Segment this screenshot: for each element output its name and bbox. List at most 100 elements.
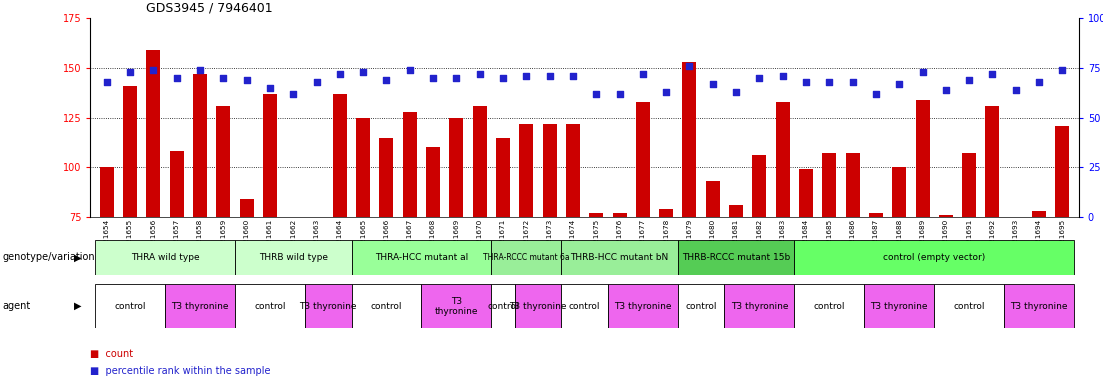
Bar <box>473 106 486 217</box>
Point <box>1007 87 1025 93</box>
Bar <box>939 215 953 217</box>
Bar <box>287 217 300 219</box>
Text: THRB-RCCC mutant 15b: THRB-RCCC mutant 15b <box>682 253 790 262</box>
Bar <box>608 284 678 328</box>
Point <box>1030 79 1048 85</box>
Text: T3 thyronine: T3 thyronine <box>870 302 928 311</box>
Text: THRA-RCCC mutant 6a: THRA-RCCC mutant 6a <box>483 253 569 262</box>
Text: GDS3945 / 7946401: GDS3945 / 7946401 <box>146 2 272 15</box>
Text: control: control <box>685 302 717 311</box>
Point <box>681 63 698 69</box>
Text: ▶: ▶ <box>74 252 82 262</box>
Point <box>261 85 279 91</box>
Point <box>448 75 465 81</box>
Point <box>938 87 955 93</box>
Text: ■  percentile rank within the sample: ■ percentile rank within the sample <box>90 366 271 376</box>
Point <box>471 71 489 77</box>
Point <box>1053 67 1071 73</box>
Point <box>961 77 978 83</box>
Bar <box>403 112 417 217</box>
Bar <box>775 102 790 217</box>
Point <box>704 81 721 87</box>
Bar <box>794 284 865 328</box>
Text: T3 thyronine: T3 thyronine <box>730 302 789 311</box>
Text: control: control <box>115 302 146 311</box>
Point <box>890 81 908 87</box>
Bar <box>449 118 463 217</box>
Point <box>797 79 815 85</box>
Text: T3 thyronine: T3 thyronine <box>1010 302 1068 311</box>
Point <box>494 75 512 81</box>
Point <box>98 79 116 85</box>
Point <box>844 79 861 85</box>
Text: control: control <box>953 302 985 311</box>
Bar <box>706 181 720 217</box>
Text: control: control <box>254 302 286 311</box>
Point <box>214 75 232 81</box>
Bar <box>915 100 930 217</box>
Bar <box>823 154 836 217</box>
Point <box>354 69 372 75</box>
Bar <box>520 124 534 217</box>
Text: agent: agent <box>2 301 31 311</box>
Bar <box>352 240 491 275</box>
Bar <box>95 284 165 328</box>
Bar <box>635 102 650 217</box>
Bar <box>865 284 934 328</box>
Point <box>285 91 302 97</box>
Bar <box>892 167 907 217</box>
Text: control (empty vector): control (empty vector) <box>884 253 985 262</box>
Bar <box>95 240 235 275</box>
Text: control: control <box>371 302 403 311</box>
Point <box>308 79 325 85</box>
Bar <box>543 124 557 217</box>
Bar <box>421 284 491 328</box>
Bar <box>729 205 743 217</box>
Bar <box>352 284 421 328</box>
Bar <box>962 154 976 217</box>
Bar <box>1056 126 1070 217</box>
Point <box>657 89 675 95</box>
Bar <box>846 154 859 217</box>
Text: THRB wild type: THRB wild type <box>259 253 328 262</box>
Text: T3
thyronine: T3 thyronine <box>435 296 478 316</box>
Point <box>774 73 792 79</box>
Bar <box>235 240 352 275</box>
Bar <box>170 151 184 217</box>
Bar <box>794 240 1074 275</box>
Point <box>867 91 885 97</box>
Bar <box>99 167 114 217</box>
Point <box>913 69 931 75</box>
Point <box>121 69 139 75</box>
Bar <box>678 284 725 328</box>
Point <box>238 77 256 83</box>
Bar <box>304 284 352 328</box>
Point <box>144 67 162 73</box>
Bar <box>193 74 207 217</box>
Point <box>984 71 1002 77</box>
Point <box>425 75 442 81</box>
Bar <box>165 284 235 328</box>
Bar <box>799 169 813 217</box>
Text: T3 thyronine: T3 thyronine <box>510 302 567 311</box>
Bar <box>379 137 394 217</box>
Point <box>517 73 535 79</box>
Bar <box>725 284 794 328</box>
Text: THRB-HCC mutant bN: THRB-HCC mutant bN <box>570 253 668 262</box>
Bar <box>1004 284 1074 328</box>
Point <box>634 71 652 77</box>
Bar <box>426 147 440 217</box>
Text: ▶: ▶ <box>74 301 82 311</box>
Point <box>821 79 838 85</box>
Point <box>331 71 349 77</box>
Text: THRA-HCC mutant al: THRA-HCC mutant al <box>375 253 468 262</box>
Text: genotype/variation: genotype/variation <box>2 252 95 262</box>
Bar <box>263 94 277 217</box>
Bar <box>124 86 137 217</box>
Text: control: control <box>814 302 845 311</box>
Bar <box>333 94 346 217</box>
Bar <box>239 199 254 217</box>
Text: THRA wild type: THRA wild type <box>131 253 200 262</box>
Bar <box>683 62 696 217</box>
Text: control: control <box>488 302 518 311</box>
